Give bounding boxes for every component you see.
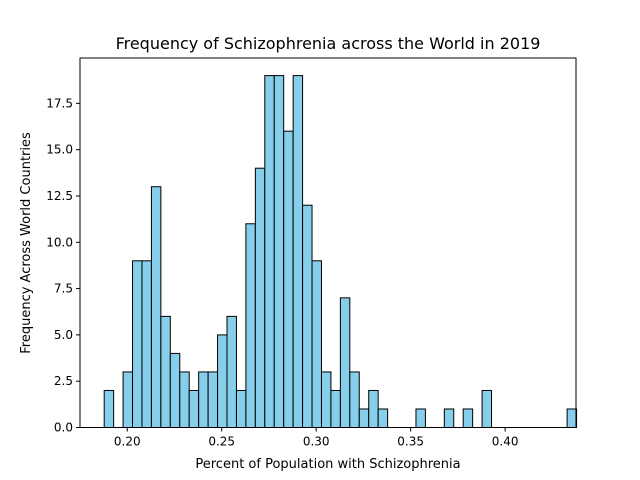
histogram-bar: [292, 75, 304, 428]
histogram-bar: [481, 389, 493, 428]
histogram-bar: [311, 260, 322, 428]
histogram-bar: [160, 315, 171, 428]
histogram-bar: [330, 389, 341, 428]
histogram-bar: [226, 315, 237, 428]
histogram-bar: [462, 408, 474, 429]
histogram-bar: [273, 75, 285, 428]
histogram-bar: [122, 371, 134, 429]
histogram-bar: [103, 389, 115, 428]
x-tick-label: 0.40: [492, 435, 519, 449]
histogram-bar: [217, 334, 228, 429]
y-tick-label: 2.5: [54, 374, 73, 388]
histogram-bar: [264, 75, 275, 428]
y-tick-label: 5.0: [54, 328, 73, 342]
y-tick-label: 15.0: [46, 143, 73, 157]
x-axis-label: Percent of Population with Schizophrenia: [195, 457, 460, 472]
histogram-bar: [349, 371, 360, 429]
x-tick-label: 0.35: [397, 435, 424, 449]
histogram-bar: [320, 371, 332, 429]
histogram-bar: [141, 260, 152, 428]
x-tick-label: 0.25: [208, 435, 235, 449]
histogram-bar: [377, 408, 389, 429]
y-tick-label: 7.5: [54, 282, 73, 296]
histogram-bar: [150, 186, 162, 428]
y-tick-label: 17.5: [46, 96, 73, 110]
x-tick-label: 0.30: [303, 435, 330, 449]
histogram-bar: [207, 371, 219, 429]
chart-title: Frequency of Schizophrenia across the Wo…: [116, 34, 541, 53]
histogram-bar: [179, 371, 190, 429]
y-axis-ticks: 0.0 2.5 5.0 7.5 10.0 12.5 15.0 17.5: [46, 96, 80, 435]
y-tick-label: 12.5: [46, 189, 73, 203]
histogram-bar: [188, 389, 200, 428]
histogram-bar: [254, 167, 266, 428]
histogram-bar: [169, 352, 181, 428]
x-axis-ticks: 0.20 0.25 0.30 0.35 0.40: [114, 427, 519, 449]
histogram-bar: [415, 408, 426, 429]
histogram-bar: [302, 204, 313, 428]
histogram-bar: [339, 297, 351, 428]
histogram-bar: [368, 389, 379, 428]
y-tick-label: 10.0: [46, 235, 73, 249]
histogram-bar: [235, 389, 247, 428]
histogram-bar: [358, 408, 370, 429]
histogram-bar: [198, 371, 209, 429]
histogram-bar: [443, 408, 455, 429]
histogram-bar: [132, 260, 143, 428]
x-tick-label: 0.20: [114, 435, 141, 449]
y-tick-label: 0.0: [54, 421, 73, 435]
histogram-bar: [566, 408, 578, 429]
histogram-bar: [283, 130, 294, 428]
y-axis-label: Frequency Across World Countries: [19, 132, 34, 354]
histogram-bar: [245, 223, 256, 428]
